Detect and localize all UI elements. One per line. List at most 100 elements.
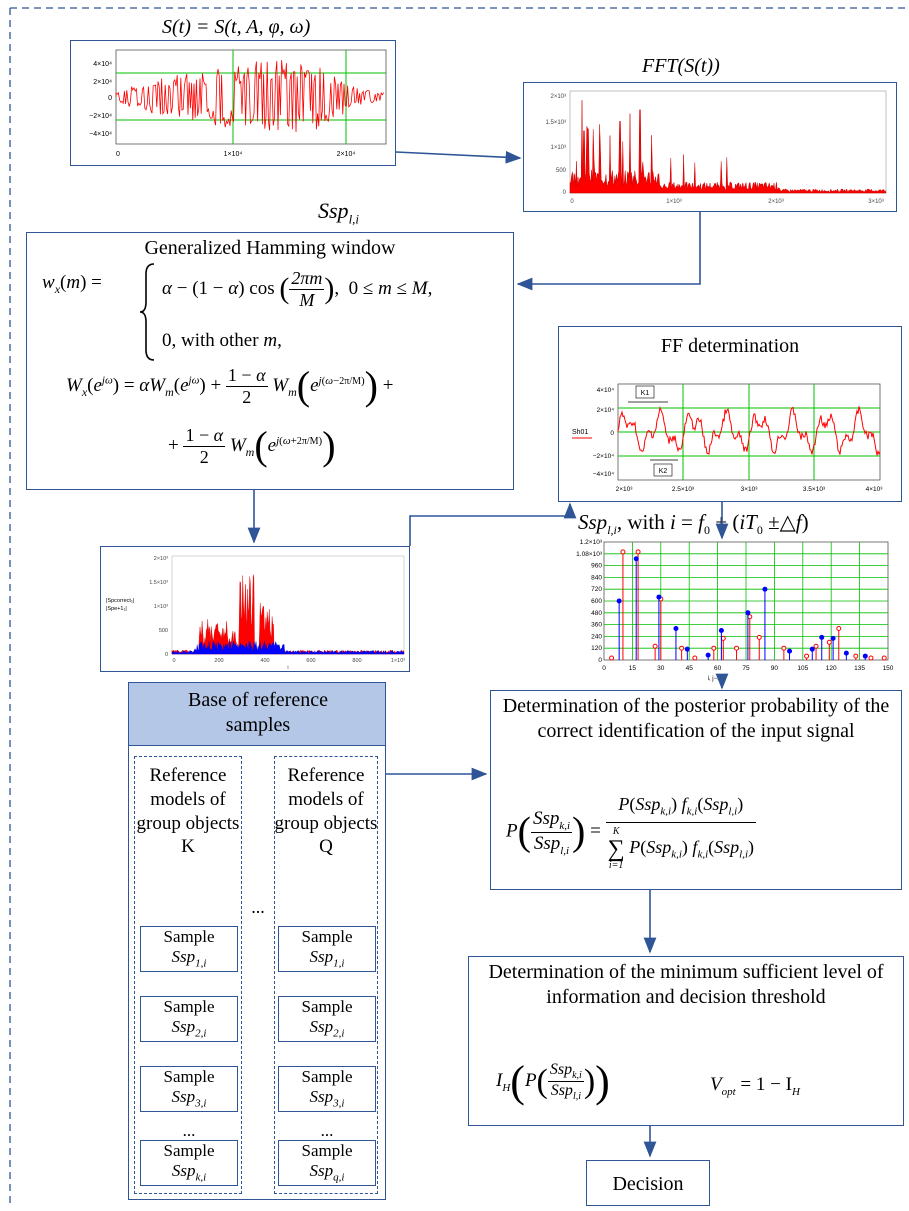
information-formula: IH(P(Sspk,i Sspl,i)) — [496, 1057, 610, 1106]
sample-q-1: Sample Ssp1,i — [278, 926, 376, 972]
decision-label: Decision — [612, 1173, 684, 1195]
spec2-ytick: 500 — [159, 628, 168, 634]
fft-title: FFT(S(t)) — [642, 55, 720, 77]
fft-xtick: 1×10³ — [666, 199, 682, 205]
ff-ytick: 4×10⁴ — [597, 387, 615, 394]
ssp-label: Sspl,i — [318, 198, 360, 227]
reference-base-title: Base of reference samples — [188, 689, 328, 736]
stem-ytick: 1.2×10³ — [580, 539, 603, 546]
stem-marker — [868, 655, 874, 661]
stem-ytick: 720 — [591, 586, 602, 593]
fft-ytick: 500 — [556, 168, 567, 174]
signal-ytick: 4×10⁴ — [93, 61, 112, 68]
stem-marker — [673, 626, 679, 632]
ff-ytick: −2×10⁴ — [593, 453, 614, 460]
sample-q-2: Sample Ssp2,i — [278, 996, 376, 1042]
spec2-xlabel: i — [287, 665, 288, 670]
windowed-spectrum-plot: |Spcorrect₁| |Spe+1₁| 2×10³ 1.5×10³ 1×10… — [106, 555, 405, 670]
fft-xtick: 2×10³ — [768, 199, 784, 205]
stem-marker — [787, 648, 793, 654]
fft-xtick: 3×10³ — [868, 199, 884, 205]
hamming-case2: 0, with other m, — [162, 330, 282, 351]
stem-ytick: 120 — [591, 645, 602, 652]
stem-xtick: 60 — [714, 665, 722, 672]
decision-box — [586, 1160, 710, 1206]
sample-k-dots: ... — [182, 1121, 196, 1140]
ff-xtick: 3×10³ — [741, 486, 759, 493]
stem-ytick: 480 — [591, 610, 602, 617]
ff-xtick: 2.5×10³ — [672, 486, 695, 493]
stem-marker — [656, 594, 662, 600]
stem-marker — [616, 598, 622, 604]
ff-xtick: 2×10³ — [616, 486, 634, 493]
posterior-title: Determination of the posterior probabili… — [502, 695, 890, 742]
stem-marker — [881, 655, 887, 661]
sample-q-last: Sample Sspq,i — [278, 1140, 376, 1186]
stem-marker — [826, 639, 832, 645]
stem-marker — [819, 634, 825, 640]
ff-k1-label: K1 — [641, 390, 650, 397]
sample-k-2: Sample Ssp2,i — [140, 996, 238, 1042]
spec2-ytick: 1.5×10³ — [149, 580, 168, 586]
ff-xtick: 3.5×10³ — [803, 486, 826, 493]
ff-ytick: 0 — [610, 430, 614, 437]
stem-ytick: 1.08×10³ — [576, 551, 603, 558]
stem-marker — [652, 643, 658, 649]
stem-marker — [804, 653, 810, 659]
reference-base-header — [128, 682, 386, 746]
stem-marker — [684, 646, 690, 652]
spec2-legend1: |Spcorrect₁| — [106, 598, 134, 604]
stem-xtick: 75 — [742, 665, 750, 672]
hamming-window-box — [26, 232, 514, 490]
stem-marker — [745, 610, 751, 616]
group-q-column — [274, 756, 378, 1194]
signal-ytick: 0 — [108, 95, 112, 102]
vopt-formula: Vopt = 1 − IH — [710, 1074, 800, 1098]
threshold-title: Determination of the minimum sufficient … — [488, 961, 884, 1008]
ff-xtick: 4×10³ — [866, 486, 884, 493]
stem-xtick: 105 — [797, 665, 808, 672]
fft-ytick: 1.5×10³ — [545, 120, 566, 126]
spec2-legend2: |Spe+1₁| — [106, 606, 127, 612]
signal-xtick: 0 — [116, 151, 120, 158]
stem-marker — [692, 655, 698, 661]
ff-ytick: 2×10⁴ — [597, 407, 615, 414]
spec2-ytick: 1×10³ — [154, 604, 168, 610]
stem-marker — [734, 645, 740, 651]
signal-ytick: −4×10⁴ — [89, 131, 112, 138]
signal-xtick: 1×10⁴ — [224, 151, 243, 158]
stem-marker — [836, 626, 842, 632]
stem-xtick: 0 — [602, 665, 606, 672]
signal-waveform-plot: 4×10⁴ 2×10⁴ 0 −2×10⁴ −4×10⁴ 0 1×10⁴ 2×10… — [89, 49, 387, 158]
fft-xtick: 0 — [570, 199, 574, 205]
stem-marker — [813, 643, 819, 649]
hamming-formula-w: wx(m) = — [42, 272, 102, 296]
stem-ytick: 0 — [598, 657, 602, 664]
spec2-ytick: 0 — [165, 652, 168, 658]
group-k-title: Reference models of group objects K — [136, 765, 240, 858]
stem-marker — [830, 635, 836, 641]
posterior-formula: P(Sspk,i Sspl,i) = P(Sspk,i) fk,i(Sspl,i)… — [506, 794, 757, 871]
stem-marker — [633, 556, 639, 562]
stem-xtick: 150 — [883, 665, 894, 672]
stem-xtick: 45 — [686, 665, 694, 672]
stem-ytick: 840 — [591, 574, 602, 581]
spec2-xtick: 1×10³ — [391, 658, 405, 664]
ff-ytick: −4×10⁴ — [593, 471, 614, 478]
fft-ytick: 2×10³ — [550, 94, 566, 100]
stem-marker — [756, 634, 762, 640]
fft-spectrum-plot: 2×10³ 1.5×10³ 1×10³ 500 0 0 1×10³ 2×10³ … — [545, 90, 887, 205]
ff-waveform-plot: K1 K2 Sh01 4×10⁴ 2×10⁴ 0 −2×10⁴ −4×10⁴ 2… — [572, 383, 884, 493]
threshold-box — [468, 956, 904, 1126]
spec2-ytick: 2×10³ — [154, 556, 168, 562]
stem-marker — [609, 655, 615, 661]
stem-marker — [862, 653, 868, 659]
group-separator-dots: ... — [251, 897, 265, 917]
spec2-xtick: 0 — [172, 658, 175, 664]
ff-k2-label: K2 — [659, 468, 668, 475]
stem-ytick: 240 — [591, 633, 602, 640]
stem-xtick: 15 — [629, 665, 637, 672]
